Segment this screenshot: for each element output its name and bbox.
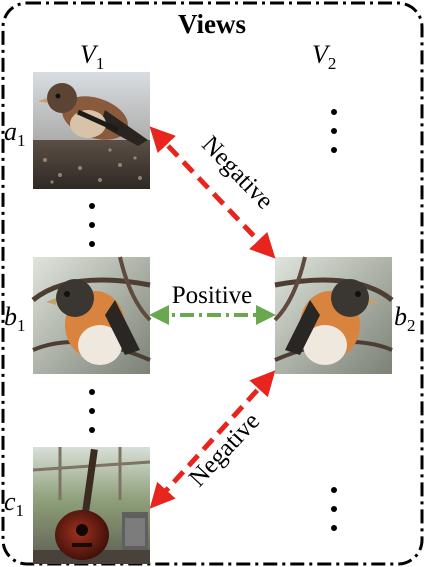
positive-label: Positive	[172, 282, 253, 309]
negative-arrow-top	[149, 126, 276, 259]
label-b1: b1	[4, 302, 26, 335]
image-b2	[273, 256, 394, 374]
image-a1	[33, 72, 150, 189]
image-c1	[32, 447, 151, 564]
column-v2-ellipsis-upper	[331, 109, 337, 153]
label-a1: a1	[4, 117, 26, 150]
label-b2: b2	[394, 302, 416, 335]
column-v1-ellipsis-lower	[89, 389, 95, 433]
negative-label-bottom: Negative	[184, 408, 265, 492]
negative-label-top: Negative	[196, 131, 278, 215]
column-header-v2: V2	[312, 40, 336, 73]
image-b1	[31, 256, 152, 374]
label-c1: c1	[4, 487, 24, 520]
column-header-v1: V1	[80, 40, 104, 73]
negative-arrow-bottom	[149, 370, 276, 509]
diagram-title: Views	[178, 9, 246, 39]
column-v1-ellipsis-upper	[89, 203, 95, 247]
column-v2-ellipsis-lower	[331, 487, 337, 531]
